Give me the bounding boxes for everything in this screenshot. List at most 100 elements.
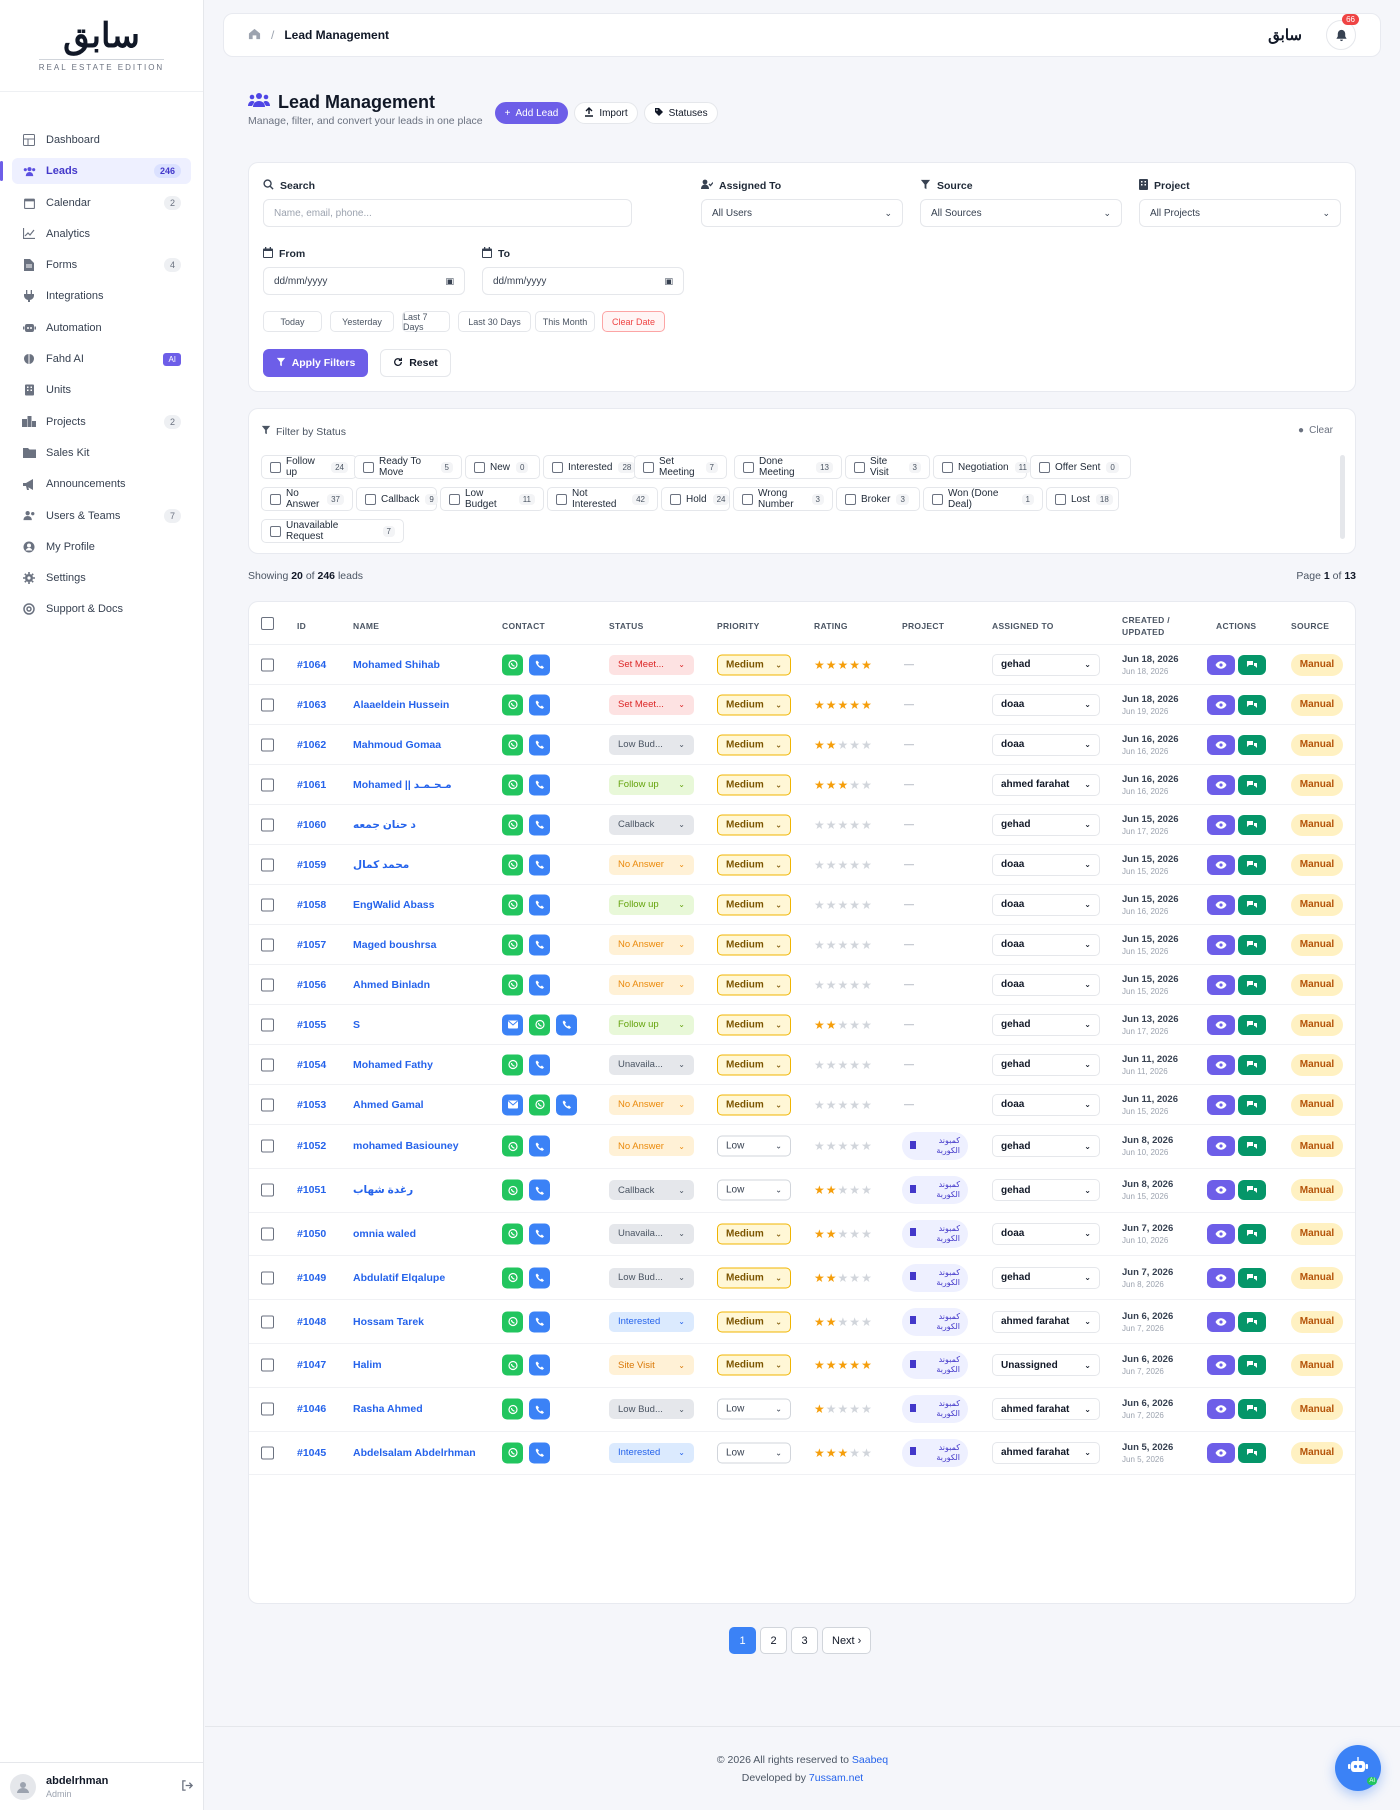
assigned-select[interactable]: All Users ⌄ bbox=[701, 199, 903, 227]
table-row[interactable]: #1058 EngWalid Abass Follow up ⌄ Medium ⌄ ★★★★… bbox=[249, 885, 1355, 925]
sidebar-item-integrations[interactable]: Integrations bbox=[12, 283, 191, 309]
table-row[interactable]: #1046 Rasha Ahmed Low Bud... ⌄ Low ⌄ ★★★★★ كمبو… bbox=[249, 1388, 1355, 1432]
whatsapp-icon[interactable] bbox=[502, 1135, 523, 1157]
lead-name-link[interactable]: Abdulatif Elqalupe bbox=[353, 1271, 446, 1284]
star-icon[interactable]: ★ bbox=[861, 1139, 873, 1154]
star-icon[interactable]: ★ bbox=[837, 937, 850, 952]
sidebar-item-automation[interactable]: Automation bbox=[12, 315, 191, 341]
star-icon[interactable]: ★ bbox=[861, 1402, 873, 1417]
star-icon[interactable]: ★ bbox=[837, 1445, 850, 1460]
star-icon[interactable]: ★ bbox=[849, 1017, 862, 1032]
project-badge[interactable]: كمبوند الكوربة bbox=[902, 1351, 968, 1380]
status-select[interactable]: Low Bud... ⌄ bbox=[609, 734, 694, 755]
row-checkbox[interactable] bbox=[261, 818, 274, 831]
chat-icon[interactable] bbox=[1238, 694, 1266, 715]
star-icon[interactable]: ★ bbox=[837, 1139, 850, 1154]
notifications-button[interactable]: 66 bbox=[1326, 14, 1359, 50]
status-checkbox[interactable] bbox=[942, 461, 953, 473]
phone-icon[interactable] bbox=[529, 1442, 550, 1464]
sidebar-item-users-teams[interactable]: Users & Teams 7 bbox=[12, 503, 191, 529]
chat-icon[interactable] bbox=[1238, 1180, 1266, 1201]
star-icon[interactable]: ★ bbox=[814, 1445, 826, 1460]
star-icon[interactable]: ★ bbox=[825, 1057, 838, 1072]
row-checkbox[interactable] bbox=[261, 698, 274, 711]
assigned-select[interactable]: doaa ⌄ bbox=[992, 733, 1100, 756]
phone-icon[interactable] bbox=[529, 1311, 550, 1333]
star-icon[interactable]: ★ bbox=[861, 1358, 873, 1373]
sidebar-item-projects[interactable]: Projects 2 bbox=[12, 409, 191, 435]
whatsapp-icon[interactable] bbox=[502, 694, 523, 715]
sidebar-item-analytics[interactable]: Analytics bbox=[12, 221, 191, 247]
star-icon[interactable]: ★ bbox=[814, 897, 826, 912]
status-chip-callback[interactable]: Callback 9 bbox=[356, 487, 438, 511]
priority-select[interactable]: Medium ⌄ bbox=[717, 1014, 791, 1035]
phone-icon[interactable] bbox=[529, 934, 550, 955]
status-checkbox[interactable] bbox=[270, 525, 281, 537]
star-icon[interactable]: ★ bbox=[825, 977, 838, 992]
status-select[interactable]: No Answer ⌄ bbox=[609, 1136, 694, 1157]
lead-name-link[interactable]: Ahmed Binladn bbox=[353, 978, 431, 991]
row-checkbox[interactable] bbox=[261, 938, 274, 951]
statuses-button[interactable]: Statuses bbox=[643, 102, 718, 124]
assigned-select[interactable]: gehad ⌄ bbox=[992, 1053, 1100, 1076]
status-checkbox[interactable] bbox=[474, 461, 485, 473]
status-chip-broker[interactable]: Broker 3 bbox=[836, 487, 920, 511]
star-icon[interactable]: ★ bbox=[837, 1226, 850, 1241]
star-icon[interactable]: ★ bbox=[825, 1314, 838, 1329]
star-icon[interactable]: ★ bbox=[849, 1057, 862, 1072]
priority-select[interactable]: Medium ⌄ bbox=[717, 654, 791, 675]
sidebar-item-leads[interactable]: Leads 246 bbox=[0, 158, 191, 185]
view-eye-icon[interactable] bbox=[1207, 654, 1235, 675]
star-icon[interactable]: ★ bbox=[849, 1445, 862, 1460]
priority-select[interactable]: Medium ⌄ bbox=[717, 1223, 791, 1245]
status-select[interactable]: No Answer ⌄ bbox=[609, 1094, 694, 1115]
star-icon[interactable]: ★ bbox=[861, 1017, 873, 1032]
star-icon[interactable]: ★ bbox=[849, 937, 862, 952]
star-icon[interactable]: ★ bbox=[814, 1314, 826, 1329]
chat-icon[interactable] bbox=[1238, 734, 1266, 755]
status-select[interactable]: Low Bud... ⌄ bbox=[609, 1267, 694, 1288]
star-icon[interactable]: ★ bbox=[861, 1226, 873, 1241]
assigned-select[interactable]: ahmed farahat ⌄ bbox=[992, 1441, 1100, 1464]
status-checkbox[interactable] bbox=[845, 493, 856, 505]
whatsapp-icon[interactable] bbox=[502, 1311, 523, 1333]
star-icon[interactable]: ★ bbox=[849, 777, 862, 792]
rating-stars[interactable]: ★★★★★ bbox=[814, 738, 873, 752]
status-select[interactable]: Set Meet... ⌄ bbox=[609, 694, 694, 715]
status-select[interactable]: Set Meet... ⌄ bbox=[609, 654, 694, 675]
project-badge[interactable]: كمبوند الكوربة bbox=[902, 1176, 968, 1205]
star-icon[interactable]: ★ bbox=[837, 897, 850, 912]
row-checkbox[interactable] bbox=[261, 1402, 274, 1416]
whatsapp-icon[interactable] bbox=[502, 1223, 523, 1245]
star-icon[interactable]: ★ bbox=[849, 897, 862, 912]
view-eye-icon[interactable] bbox=[1207, 694, 1235, 715]
add-lead-button[interactable]: + Add Lead bbox=[494, 102, 569, 124]
lead-name-link[interactable]: Abdelsalam Abdelrhman bbox=[353, 1446, 476, 1459]
table-row[interactable]: #1061 Mohamed || مـحـمـد Follow up ⌄ Medium ⌄… bbox=[249, 765, 1355, 805]
chat-icon[interactable] bbox=[1238, 1442, 1266, 1463]
assigned-select[interactable]: gehad ⌄ bbox=[992, 1013, 1100, 1036]
table-row[interactable]: #1049 Abdulatif Elqalupe Low Bud... ⌄ Medium… bbox=[249, 1256, 1355, 1301]
whatsapp-icon[interactable] bbox=[502, 934, 523, 955]
user-box[interactable]: abdelrhman Admin bbox=[0, 1762, 204, 1810]
sidebar-item-announcements[interactable]: Announcements bbox=[12, 471, 191, 497]
view-eye-icon[interactable] bbox=[1207, 1223, 1235, 1244]
project-badge[interactable]: كمبوند الكوربة bbox=[902, 1219, 968, 1248]
status-chip-low-budget[interactable]: Low Budget 11 bbox=[440, 487, 544, 511]
whatsapp-icon[interactable] bbox=[529, 1014, 550, 1035]
phone-icon[interactable] bbox=[556, 1014, 577, 1035]
page-2-button[interactable]: 2 bbox=[760, 1627, 787, 1654]
whatsapp-icon[interactable] bbox=[502, 1054, 523, 1075]
star-icon[interactable]: ★ bbox=[861, 977, 873, 992]
header-created[interactable]: CREATED / UPDATED bbox=[1122, 615, 1170, 637]
brand-logo[interactable]: سابق REAL ESTATE EDITION bbox=[0, 0, 203, 92]
chat-icon[interactable] bbox=[1238, 1094, 1266, 1115]
status-chip-new[interactable]: New 0 bbox=[465, 455, 540, 479]
priority-select[interactable]: Medium ⌄ bbox=[717, 1354, 791, 1376]
chat-icon[interactable] bbox=[1238, 1136, 1266, 1157]
view-eye-icon[interactable] bbox=[1207, 1136, 1235, 1157]
star-icon[interactable]: ★ bbox=[849, 737, 862, 752]
priority-select[interactable]: Medium ⌄ bbox=[717, 774, 791, 795]
lead-name-link[interactable]: Mahmoud Gomaa bbox=[353, 738, 442, 751]
lead-name-link[interactable]: Ahmed Gamal bbox=[353, 1098, 424, 1111]
